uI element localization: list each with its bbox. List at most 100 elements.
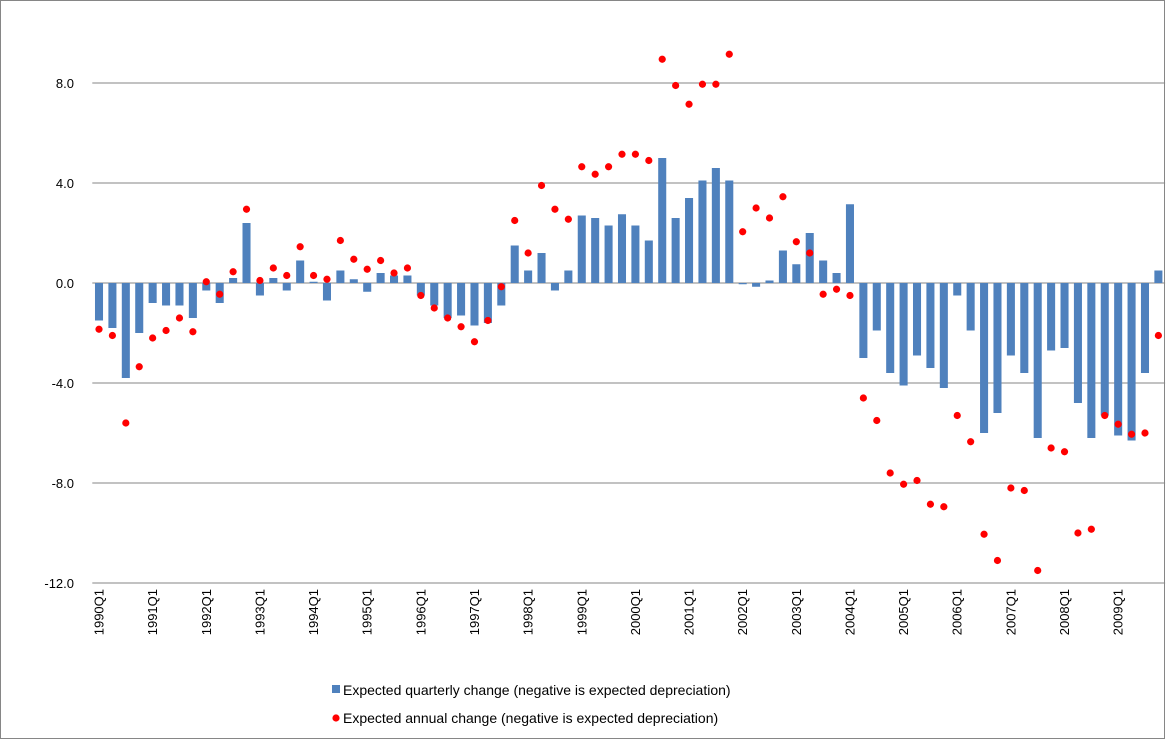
bar [845, 204, 854, 283]
dot [993, 556, 1002, 565]
bar [483, 283, 492, 323]
dot [926, 500, 935, 508]
bar [1087, 283, 1096, 438]
dot [940, 503, 948, 511]
x-tick-label: 1998Q1 [521, 589, 536, 635]
y-tick-label: 0.0 [56, 276, 74, 291]
bar [591, 218, 600, 283]
x-tick-label: 2001Q1 [682, 589, 697, 635]
bar [349, 279, 358, 283]
bar [711, 168, 720, 283]
bar [1100, 283, 1109, 416]
dot [363, 265, 371, 273]
bar [296, 260, 305, 283]
dot [524, 249, 532, 257]
dot [900, 480, 908, 488]
dot [377, 256, 385, 265]
dot [1007, 484, 1015, 492]
x-tick-label: 2003Q1 [789, 589, 804, 635]
dot [417, 291, 425, 300]
bar [1114, 283, 1123, 436]
x-tick-label: 2004Q1 [842, 589, 857, 635]
x-tick-label: 1996Q1 [413, 589, 428, 635]
dot [618, 150, 626, 158]
dot [216, 290, 224, 298]
dot [859, 394, 867, 402]
bar [1154, 270, 1163, 283]
bar [269, 278, 278, 283]
bar [658, 158, 667, 283]
dot [1074, 529, 1082, 537]
dot [1101, 411, 1109, 420]
legend-swatch [332, 714, 340, 722]
x-tick-label: 1997Q1 [467, 589, 482, 635]
x-tick-label: 1991Q1 [145, 589, 160, 635]
bar [403, 275, 412, 283]
dot [1127, 430, 1136, 438]
dot [725, 50, 733, 58]
dot [886, 469, 894, 477]
dot [296, 243, 304, 251]
dot [390, 269, 398, 277]
bar [376, 273, 385, 283]
bar [457, 283, 466, 316]
dot [444, 314, 452, 322]
x-tick-label: 2007Q1 [1003, 589, 1018, 635]
bar [725, 180, 734, 283]
dot [511, 216, 519, 225]
dot [135, 363, 143, 371]
dot [269, 264, 277, 272]
bar [738, 283, 747, 285]
dot [1034, 566, 1042, 575]
y-tick-label: -4.0 [52, 376, 74, 391]
dot [470, 338, 479, 346]
x-tick-label: 1999Q1 [574, 589, 589, 635]
bar [1127, 283, 1136, 441]
dot [202, 278, 210, 286]
bar [1060, 283, 1069, 348]
dot [752, 204, 760, 212]
x-tick-label: 2006Q1 [950, 589, 965, 635]
dot [846, 291, 854, 300]
dot [189, 328, 197, 336]
y-tick-label: 4.0 [56, 176, 74, 191]
bar [926, 283, 935, 368]
bar [1073, 283, 1082, 403]
dot [967, 438, 975, 446]
y-tick-label: -8.0 [52, 476, 74, 491]
bar [443, 283, 452, 318]
dot [873, 416, 881, 425]
bar [805, 233, 814, 283]
bar [792, 264, 801, 283]
bar [832, 273, 841, 283]
bar [336, 270, 345, 283]
dot [564, 215, 572, 223]
dot [149, 334, 157, 342]
bar [510, 245, 519, 283]
bar [430, 283, 439, 306]
bar [859, 283, 868, 358]
dot [350, 255, 358, 263]
bar [644, 240, 653, 283]
bar [242, 223, 251, 283]
dot [497, 283, 505, 291]
x-tick-label: 1990Q1 [92, 589, 107, 635]
bar [912, 283, 922, 356]
dot [175, 314, 184, 322]
bar [121, 283, 130, 378]
dot [698, 80, 707, 88]
dot [256, 276, 264, 285]
dot [980, 530, 988, 538]
dot [712, 80, 720, 88]
dot [1047, 444, 1055, 452]
dot [832, 285, 841, 293]
bar [604, 225, 613, 283]
bar [108, 283, 117, 328]
dot [1114, 420, 1122, 428]
bar [966, 283, 975, 331]
bar [1020, 283, 1029, 373]
dot [806, 249, 814, 257]
bar [135, 283, 144, 333]
bar [497, 283, 506, 306]
dot [779, 193, 787, 201]
